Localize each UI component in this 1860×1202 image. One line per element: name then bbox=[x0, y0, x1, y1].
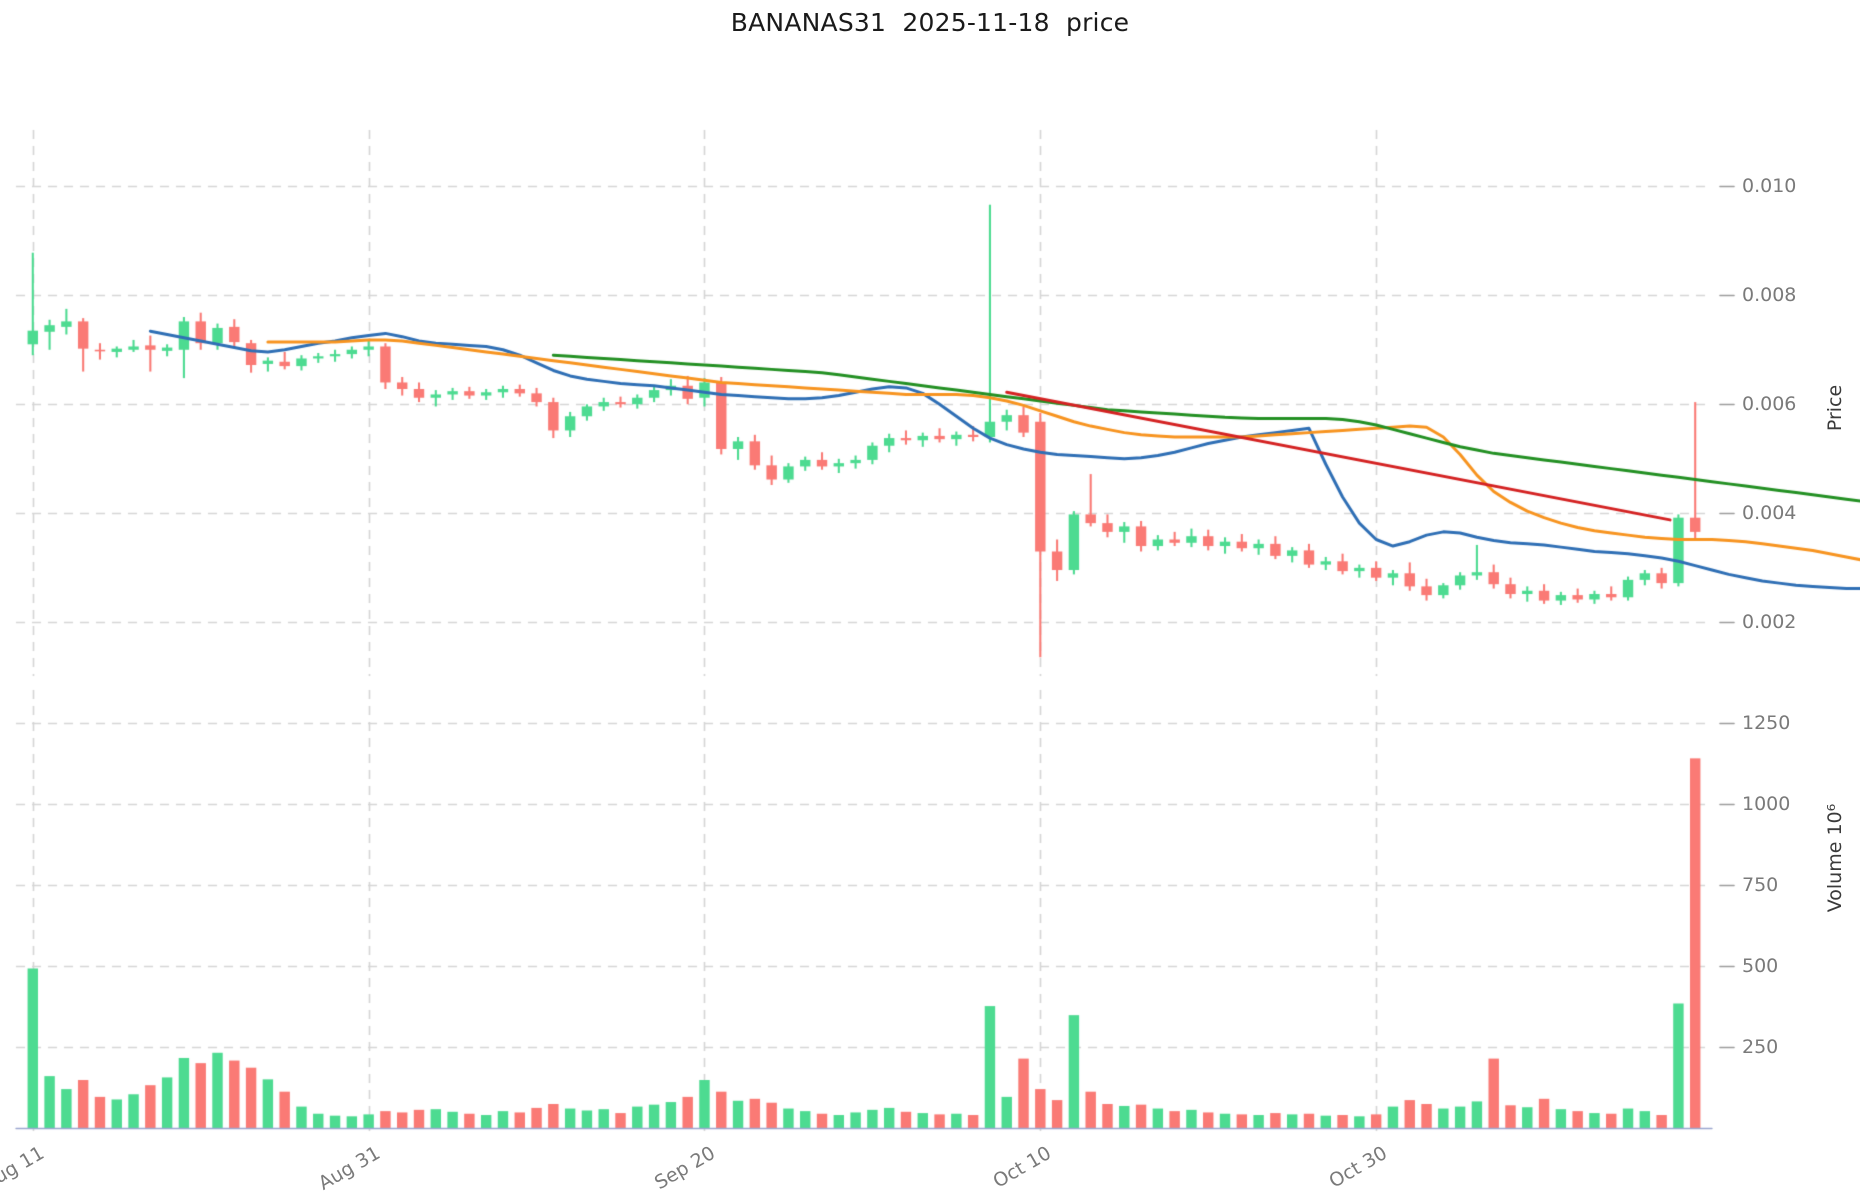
volume-tick-label: 250 bbox=[1742, 1035, 1779, 1058]
price-tick-label: 0.010 bbox=[1742, 175, 1797, 198]
price-axis-label: Price bbox=[1824, 384, 1846, 432]
price-tick-label: 0.008 bbox=[1742, 284, 1797, 307]
page-title: BANANAS31 2025-11-18 price bbox=[730, 8, 1130, 37]
volume-tick-label: 500 bbox=[1742, 954, 1779, 977]
price-tick-label: 0.002 bbox=[1742, 611, 1797, 634]
volume-tick-label: 750 bbox=[1742, 873, 1779, 896]
volume-axis-label: Volume 10⁶ bbox=[1824, 803, 1846, 913]
price-tick-label: 0.006 bbox=[1742, 393, 1797, 416]
volume-tick-label: 1250 bbox=[1742, 711, 1791, 734]
volume-tick-label: 1000 bbox=[1742, 792, 1791, 815]
price-tick-label: 0.004 bbox=[1742, 502, 1797, 525]
